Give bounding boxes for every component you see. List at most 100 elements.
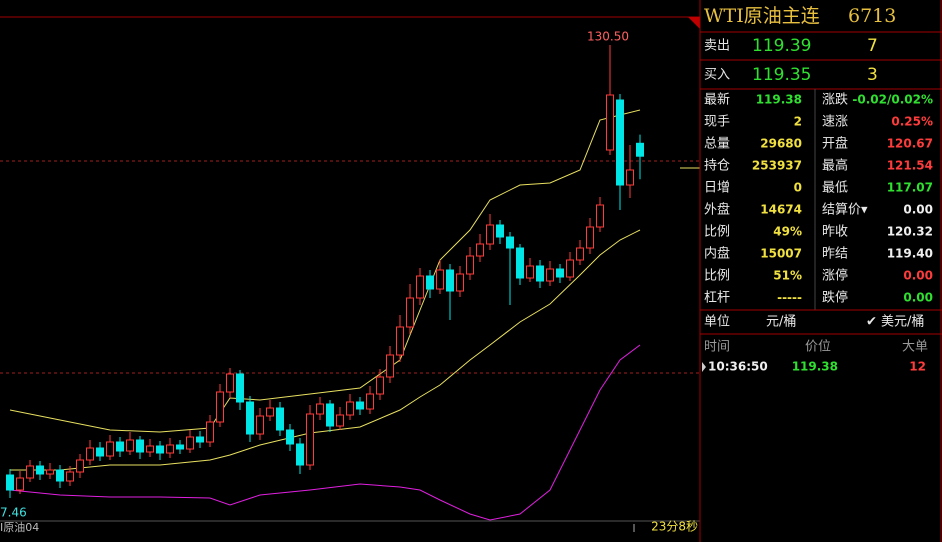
field-value: 0.00 <box>903 203 933 217</box>
candle-body <box>226 373 234 393</box>
candle-body <box>76 459 84 473</box>
candle-body <box>436 269 444 290</box>
panel-title: WTI原油主连 <box>704 5 820 27</box>
candle-body <box>416 275 424 299</box>
field-value: 15007 <box>760 247 802 261</box>
candle-body <box>96 447 104 457</box>
field-value: 121.54 <box>887 159 933 173</box>
candle-body <box>586 226 594 249</box>
candle-body <box>36 465 44 475</box>
field-value: 253937 <box>752 159 802 173</box>
unit-option[interactable]: ✔ 美元/桶 <box>866 315 924 330</box>
candle-body <box>446 269 454 292</box>
field-label: 现手 <box>704 115 730 130</box>
symbol-label: I原油04 <box>0 520 39 534</box>
field-label: 涨停 <box>822 268 848 284</box>
quote-rows: 最新 119.38 涨跌 -0.02/0.02% 现手 2 速涨 0.25% 总量 29680 开盘… <box>704 92 933 306</box>
candle-body <box>506 236 514 249</box>
field-label: 结算价▾ <box>822 203 868 218</box>
field-value: 51% <box>773 269 802 283</box>
candle-body <box>86 447 94 461</box>
candle-body <box>126 439 134 452</box>
field-label: 最高 <box>822 158 848 174</box>
candle-body <box>46 469 54 475</box>
candle-body <box>286 429 294 445</box>
candle-body <box>456 273 464 292</box>
tick-volume: 12 <box>909 360 926 374</box>
field-value: 14674 <box>760 203 802 217</box>
candle-body <box>116 441 124 452</box>
candle-body <box>526 265 534 279</box>
field-label: 内盘 <box>704 246 730 262</box>
candle-body <box>56 469 64 482</box>
candle-body <box>146 445 154 453</box>
field-value: 119.38 <box>756 93 802 107</box>
candle-body <box>466 255 474 275</box>
field-value: 0.00 <box>903 291 933 305</box>
candle-body <box>276 407 284 431</box>
candle-body <box>636 142 644 157</box>
candle-body <box>246 401 254 435</box>
candle-body <box>346 401 354 416</box>
field-label: 比例 <box>704 269 730 284</box>
candle-body <box>156 445 164 454</box>
field-value: 0 <box>794 181 802 195</box>
candle-body <box>136 439 144 453</box>
tick-time: 10:36:50 <box>708 360 768 374</box>
candle-body <box>266 407 274 417</box>
field-label: 杠杆 <box>704 290 730 306</box>
candle-body <box>626 169 634 186</box>
candle-body <box>536 265 544 282</box>
unit-option[interactable]: 元/桶 <box>766 315 796 330</box>
candle-body <box>186 436 194 450</box>
high-label: 130.50 <box>587 30 629 44</box>
candle-body <box>476 243 484 257</box>
field-label: 最新 <box>704 92 730 108</box>
field-value: 120.32 <box>887 225 933 239</box>
col-header: 价位 <box>805 340 831 355</box>
candle-body <box>206 421 214 443</box>
candle-body <box>576 247 584 261</box>
field-label: 持仓 <box>704 159 730 174</box>
field-value: -0.02/0.02% <box>852 93 933 107</box>
candle-body <box>216 391 224 423</box>
tick-price: 119.38 <box>792 360 838 374</box>
candle-body <box>486 224 494 245</box>
field-label: 开盘 <box>822 136 848 152</box>
corner-marker <box>688 17 700 29</box>
candle-body <box>16 477 24 491</box>
field-value: 117.07 <box>887 181 933 195</box>
field-label: 涨跌 <box>822 92 848 108</box>
field-label: 速涨 <box>822 115 848 130</box>
candle-body <box>306 413 314 466</box>
field-label: 最低 <box>822 181 848 196</box>
candle-body <box>366 393 374 410</box>
candle-body <box>386 354 394 378</box>
unit-label: 单位 <box>704 315 730 330</box>
field-value: ----- <box>777 291 802 305</box>
field-value: 49% <box>773 225 802 239</box>
candle-body <box>106 441 114 457</box>
candle-body <box>296 443 304 466</box>
candle-body <box>546 268 554 282</box>
field-value: 29680 <box>760 137 802 151</box>
candle-body <box>66 471 74 482</box>
candle-body <box>176 444 184 450</box>
ask-volume: 7 <box>867 36 878 56</box>
candle-body <box>516 247 524 279</box>
candle-body <box>396 326 404 356</box>
col-header: 时间 <box>704 340 730 355</box>
row-pointer <box>702 362 706 372</box>
candle-body <box>326 403 334 427</box>
field-value: 120.67 <box>887 137 933 151</box>
candle-body <box>406 297 414 328</box>
field-label: 总量 <box>704 137 730 152</box>
candle-body <box>596 204 604 228</box>
field-label: 外盘 <box>704 202 730 218</box>
indicator-line <box>10 229 641 471</box>
candle-body <box>26 465 34 479</box>
field-value: 0.00 <box>903 269 933 283</box>
field-value: 119.40 <box>887 247 933 261</box>
field-label: 昨结 <box>822 247 848 262</box>
